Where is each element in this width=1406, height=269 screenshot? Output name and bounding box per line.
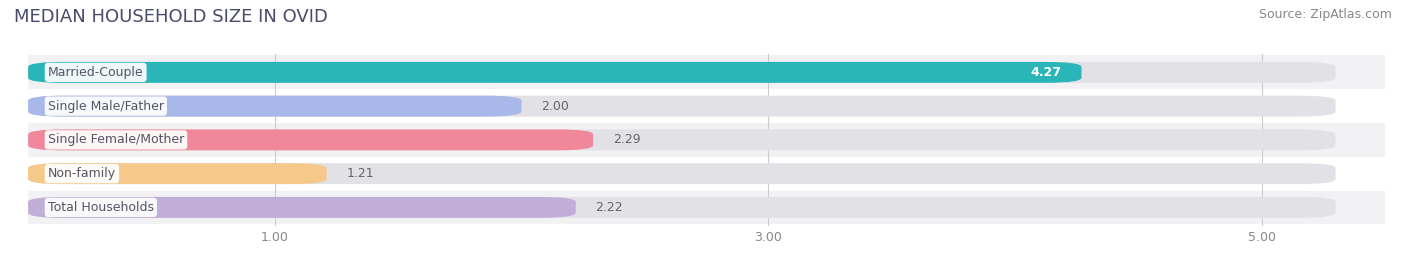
Bar bbox=[28, 55, 1385, 89]
Text: 2.29: 2.29 bbox=[613, 133, 640, 146]
FancyBboxPatch shape bbox=[28, 129, 593, 150]
Text: 4.27: 4.27 bbox=[1031, 66, 1062, 79]
FancyBboxPatch shape bbox=[28, 96, 522, 116]
Text: 1.21: 1.21 bbox=[346, 167, 374, 180]
Text: Married-Couple: Married-Couple bbox=[48, 66, 143, 79]
FancyBboxPatch shape bbox=[28, 62, 1081, 83]
FancyBboxPatch shape bbox=[28, 62, 1336, 83]
FancyBboxPatch shape bbox=[28, 197, 576, 218]
Bar bbox=[28, 190, 1385, 224]
Text: 2.22: 2.22 bbox=[596, 201, 623, 214]
Text: Source: ZipAtlas.com: Source: ZipAtlas.com bbox=[1258, 8, 1392, 21]
Text: MEDIAN HOUSEHOLD SIZE IN OVID: MEDIAN HOUSEHOLD SIZE IN OVID bbox=[14, 8, 328, 26]
FancyBboxPatch shape bbox=[28, 129, 1336, 150]
Text: Single Male/Father: Single Male/Father bbox=[48, 100, 165, 113]
FancyBboxPatch shape bbox=[28, 163, 326, 184]
Text: Non-family: Non-family bbox=[48, 167, 115, 180]
FancyBboxPatch shape bbox=[28, 197, 1336, 218]
Bar bbox=[28, 157, 1385, 190]
Text: 2.00: 2.00 bbox=[541, 100, 569, 113]
FancyBboxPatch shape bbox=[28, 96, 1336, 116]
FancyBboxPatch shape bbox=[28, 163, 1336, 184]
Bar bbox=[28, 123, 1385, 157]
Text: Total Households: Total Households bbox=[48, 201, 153, 214]
Text: Single Female/Mother: Single Female/Mother bbox=[48, 133, 184, 146]
Bar bbox=[28, 89, 1385, 123]
